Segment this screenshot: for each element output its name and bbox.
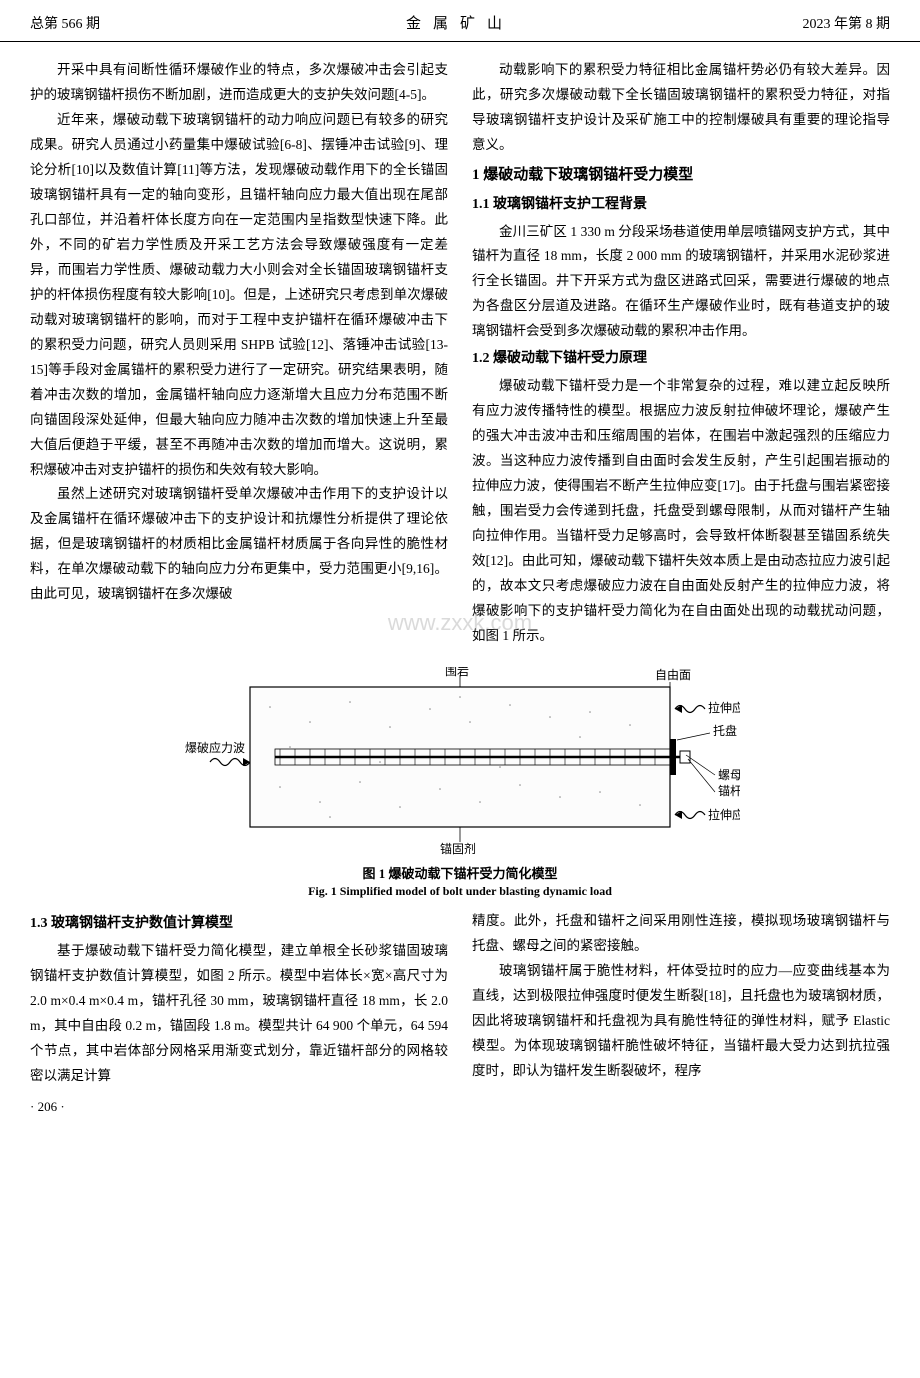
bolt-model-diagram: 围岩 自由面 爆破应力波 拉伸应力波 托盘 螺母 锚杆 拉伸应力波 锚固剂 [180,667,740,857]
paragraph: 近年来，爆破动载下玻璃钢锚杆的动力响应问题已有较多的研究成果。研究人员通过小药量… [30,108,448,483]
paragraph: 动载影响下的累积受力特征相比金属锚杆势必仍有较大差异。因此，研究多次爆破动载下全… [472,58,890,158]
figure-1: 围岩 自由面 爆破应力波 拉伸应力波 托盘 螺母 锚杆 拉伸应力波 锚固剂 图 … [0,667,920,899]
paragraph: 爆破动载下锚杆受力是一个非常复杂的过程，难以建立起反映所有应力波传播特性的模型。… [472,374,890,649]
section-heading: 1 爆破动载下玻璃钢锚杆受力模型 [472,162,890,190]
page-header: 总第 566 期 金属矿山 2023 年第 8 期 [0,0,920,42]
label-anchor-agent: 锚固剂 [440,841,476,856]
bottom-right-column: 精度。此外，托盘和锚杆之间采用刚性连接，模拟现场玻璃钢锚杆与托盘、螺母之间的紧密… [472,909,890,1089]
label-free-face: 自由面 [655,668,691,682]
right-column: 动载影响下的累积受力特征相比金属锚杆势必仍有较大差异。因此，研究多次爆破动载下全… [472,58,890,649]
paragraph: 开采中具有间断性循环爆破作业的特点，多次爆破冲击会引起支护的玻璃钢锚杆损伤不断加… [30,58,448,108]
subsection-heading: 1.2 爆破动载下锚杆受力原理 [472,346,890,372]
paragraph: 基于爆破动载下锚杆受力简化模型，建立单根全长砂浆锚固玻璃钢锚杆支护数值计算模型，… [30,939,448,1089]
paragraph: 金川三矿区 1 330 m 分段采场巷道使用单层喷锚网支护方式，其中锚杆为直径 … [472,220,890,345]
figure-caption-cn: 图 1 爆破动载下锚杆受力简化模型 [30,863,890,882]
header-issue: 总第 566 期 [30,13,245,33]
header-date: 2023 年第 8 期 [675,13,890,33]
label-tensile-wave-2: 拉伸应力波 [708,807,740,822]
label-tensile-wave-1: 拉伸应力波 [708,700,740,715]
bottom-left-column: 1.3 玻璃钢锚杆支护数值计算模型 基于爆破动载下锚杆受力简化模型，建立单根全长… [30,909,448,1089]
paragraph: 精度。此外，托盘和锚杆之间采用刚性连接，模拟现场玻璃钢锚杆与托盘、螺母之间的紧密… [472,909,890,959]
paragraph: 玻璃钢锚杆属于脆性材料，杆体受拉时的应力—应变曲线基本为直线，达到极限拉伸强度时… [472,959,890,1084]
figure-svg: 围岩 自由面 爆破应力波 拉伸应力波 托盘 螺母 锚杆 拉伸应力波 锚固剂 [30,667,890,857]
header-journal: 金属矿山 [245,12,675,33]
label-nut: 螺母 [718,768,740,782]
subsection-heading: 1.3 玻璃钢锚杆支护数值计算模型 [30,911,448,937]
label-tray: 托盘 [713,723,737,738]
page-number: · 206 · [0,1099,920,1125]
label-bolt: 锚杆 [718,783,740,798]
paragraph: 虽然上述研究对玻璃钢锚杆受单次爆破冲击作用下的支护设计以及金属锚杆在循环爆破冲击… [30,482,448,607]
main-content: 开采中具有间断性循环爆破作业的特点，多次爆破冲击会引起支护的玻璃钢锚杆损伤不断加… [0,42,920,659]
label-blast-wave: 爆破应力波 [185,740,245,755]
subsection-heading: 1.1 玻璃钢锚杆支护工程背景 [472,192,890,218]
bottom-content: 1.3 玻璃钢锚杆支护数值计算模型 基于爆破动载下锚杆受力简化模型，建立单根全长… [0,905,920,1099]
figure-caption-en: Fig. 1 Simplified model of bolt under bl… [30,884,890,899]
label-rock: 围岩 [445,667,469,678]
left-column: 开采中具有间断性循环爆破作业的特点，多次爆破冲击会引起支护的玻璃钢锚杆损伤不断加… [30,58,448,649]
